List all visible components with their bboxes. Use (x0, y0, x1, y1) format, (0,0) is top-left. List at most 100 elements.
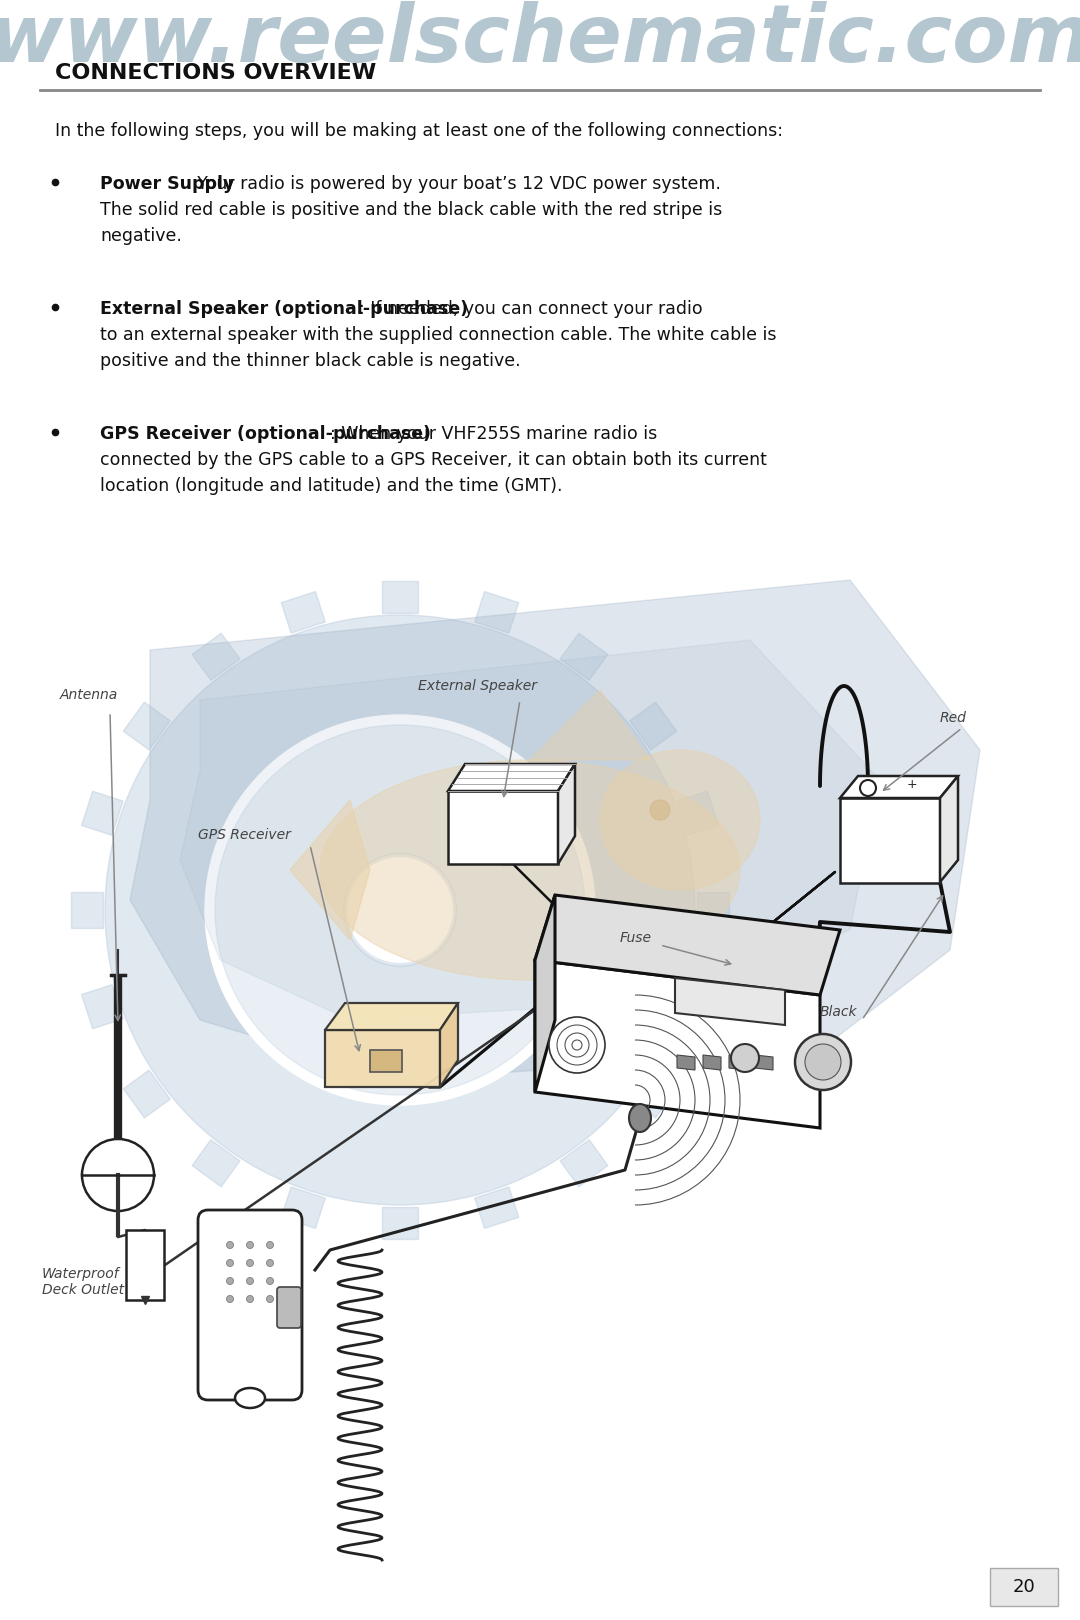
Polygon shape (448, 791, 558, 863)
Circle shape (860, 779, 876, 795)
Circle shape (82, 1139, 154, 1212)
Text: Waterproof
Deck Outlet: Waterproof Deck Outlet (42, 1267, 124, 1298)
Text: connected by the GPS cable to a GPS Receiver, it can obtain both its current: connected by the GPS cable to a GPS Rece… (100, 450, 767, 470)
FancyBboxPatch shape (276, 1286, 301, 1328)
Circle shape (795, 1034, 851, 1090)
Polygon shape (448, 765, 575, 791)
Polygon shape (677, 791, 718, 836)
Circle shape (246, 1296, 254, 1302)
Circle shape (267, 1278, 273, 1285)
Circle shape (572, 1040, 582, 1050)
Polygon shape (180, 640, 880, 1021)
Polygon shape (291, 800, 370, 940)
Bar (720, 948, 789, 982)
Text: The solid red cable is positive and the black cable with the red stripe is: The solid red cable is positive and the … (100, 201, 723, 219)
Circle shape (731, 1043, 759, 1072)
Ellipse shape (600, 750, 760, 889)
Polygon shape (703, 1055, 721, 1069)
Polygon shape (123, 701, 171, 750)
Polygon shape (840, 776, 958, 799)
Polygon shape (192, 1140, 240, 1187)
Circle shape (205, 714, 595, 1105)
Polygon shape (535, 961, 820, 1128)
Polygon shape (281, 591, 325, 633)
Polygon shape (729, 1055, 747, 1069)
Circle shape (105, 616, 696, 1205)
Polygon shape (82, 985, 123, 1029)
Circle shape (549, 1017, 605, 1072)
Polygon shape (558, 765, 575, 863)
Text: External Speaker: External Speaker (418, 679, 537, 693)
Ellipse shape (82, 1160, 154, 1191)
Text: location (longitude and latitude) and the time (GMT).: location (longitude and latitude) and th… (100, 476, 563, 496)
Polygon shape (561, 1140, 608, 1187)
Circle shape (345, 855, 455, 966)
Circle shape (805, 1043, 841, 1081)
Polygon shape (281, 1187, 325, 1228)
Text: Red: Red (940, 711, 967, 726)
FancyBboxPatch shape (198, 1210, 302, 1400)
Polygon shape (535, 894, 840, 995)
Circle shape (246, 1259, 254, 1267)
Text: : When your VHF255S marine radio is: : When your VHF255S marine radio is (330, 424, 658, 442)
Circle shape (227, 1241, 233, 1249)
Polygon shape (561, 633, 608, 680)
Text: negative.: negative. (100, 227, 181, 245)
Polygon shape (697, 893, 729, 928)
Ellipse shape (235, 1388, 265, 1408)
FancyBboxPatch shape (990, 1568, 1058, 1605)
Polygon shape (474, 591, 518, 633)
Circle shape (215, 726, 585, 1095)
Polygon shape (325, 1003, 458, 1030)
Text: to an external speaker with the supplied connection cable. The white cable is: to an external speaker with the supplied… (100, 326, 777, 343)
Polygon shape (82, 791, 123, 836)
Polygon shape (474, 1187, 518, 1228)
Polygon shape (71, 893, 103, 928)
Ellipse shape (320, 760, 740, 980)
Polygon shape (130, 580, 980, 1081)
Text: Antenna: Antenna (60, 688, 118, 701)
Text: Fuse: Fuse (620, 931, 652, 944)
Text: In the following steps, you will be making at least one of the following connect: In the following steps, you will be maki… (55, 122, 783, 139)
Polygon shape (755, 1055, 773, 1069)
Polygon shape (535, 894, 555, 1092)
Polygon shape (677, 985, 718, 1029)
Circle shape (565, 1034, 589, 1056)
Polygon shape (382, 582, 418, 612)
Circle shape (557, 1025, 597, 1064)
Text: GPS Receiver: GPS Receiver (198, 828, 291, 842)
Text: : If needed, you can connect your radio: : If needed, you can connect your radio (360, 300, 703, 318)
Circle shape (267, 1241, 273, 1249)
Polygon shape (675, 978, 785, 1025)
Polygon shape (440, 1003, 458, 1087)
FancyBboxPatch shape (126, 1230, 164, 1299)
Circle shape (227, 1259, 233, 1267)
Text: positive and the thinner black cable is negative.: positive and the thinner black cable is … (100, 352, 521, 369)
Bar (840, 799, 940, 883)
Polygon shape (192, 633, 240, 680)
Polygon shape (677, 1055, 696, 1069)
Polygon shape (630, 1069, 677, 1118)
Polygon shape (123, 1069, 171, 1118)
Text: : Your radio is powered by your boat’s 12 VDC power system.: : Your radio is powered by your boat’s 1… (187, 175, 721, 193)
Text: Power Supply: Power Supply (100, 175, 234, 193)
Text: GPS Receiver (optional-purchase): GPS Receiver (optional-purchase) (100, 424, 431, 442)
Ellipse shape (629, 1103, 651, 1132)
Text: +: + (907, 778, 917, 791)
Circle shape (267, 1296, 273, 1302)
Circle shape (267, 1259, 273, 1267)
Polygon shape (325, 1030, 440, 1087)
Polygon shape (530, 690, 650, 760)
Text: 20: 20 (1013, 1578, 1036, 1596)
Circle shape (650, 800, 670, 820)
Circle shape (246, 1241, 254, 1249)
Polygon shape (940, 776, 958, 881)
Circle shape (227, 1296, 233, 1302)
Text: CONNECTIONS OVERVIEW: CONNECTIONS OVERVIEW (55, 63, 376, 83)
Text: Black: Black (820, 1004, 858, 1019)
Text: External Speaker (optional-purchase): External Speaker (optional-purchase) (100, 300, 468, 318)
Circle shape (246, 1278, 254, 1285)
Bar (370, 1050, 402, 1072)
Text: www.reelschematic.com: www.reelschematic.com (0, 2, 1080, 79)
Circle shape (227, 1278, 233, 1285)
